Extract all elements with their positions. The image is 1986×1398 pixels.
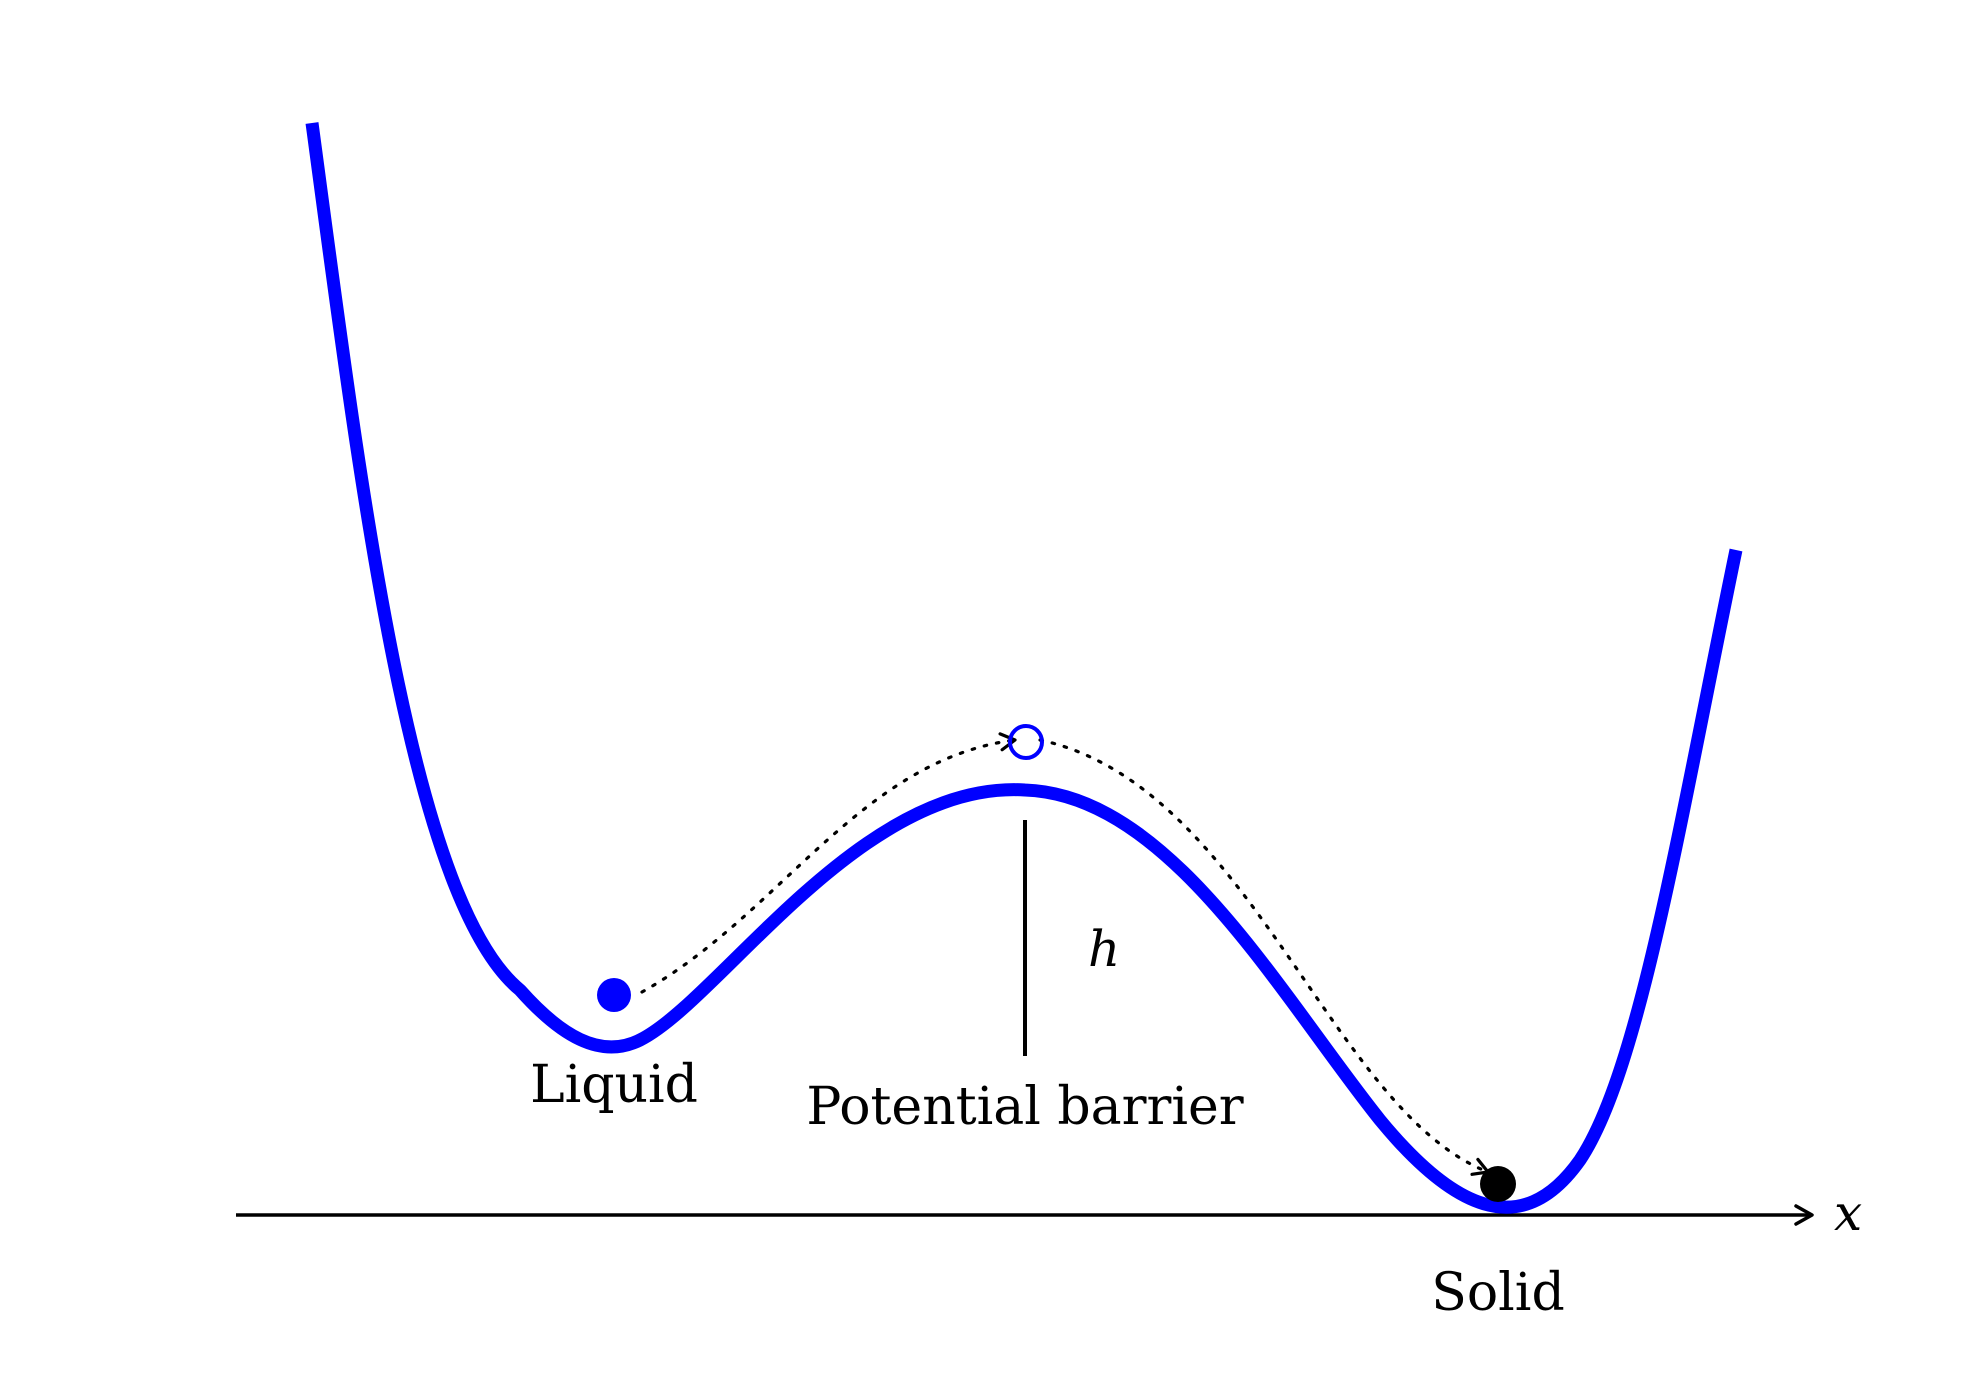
solid-particle-icon (1480, 1166, 1516, 1202)
liquid-label: Liquid (530, 1055, 698, 1115)
transition-particle-icon (1008, 724, 1044, 760)
transition-path-down (1038, 738, 1490, 1176)
potential-barrier-label: Potential barrier (806, 1077, 1243, 1137)
potential-curve (305, 122, 1743, 1214)
transition-path-up (640, 732, 1017, 994)
liquid-particle-icon (597, 978, 631, 1012)
solid-label: Solid (1431, 1263, 1564, 1323)
x-axis-label: x (1834, 1184, 1862, 1242)
barrier-height-label: h (1088, 920, 1120, 978)
